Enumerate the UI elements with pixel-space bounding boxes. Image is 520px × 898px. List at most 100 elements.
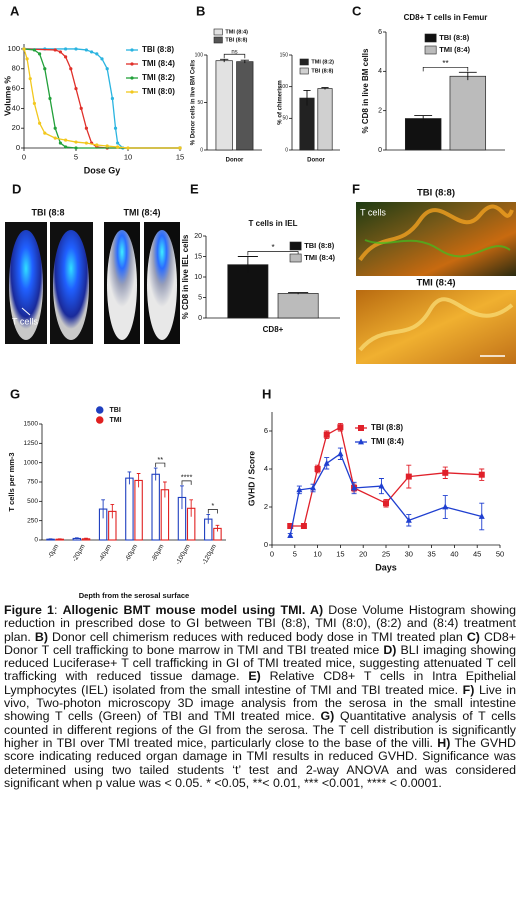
image-annotation: T cells [12,316,38,326]
x-tick-label: -0µm [47,543,61,559]
marker [126,146,130,150]
y-tick-label: 0 [16,143,20,152]
marker [95,143,99,147]
marker [28,77,32,81]
x-tick-label: 35 [427,549,435,558]
x-tick-label: 15 [336,549,344,558]
legend-label: TMI (8:4) [371,437,404,446]
significance-label: * [271,243,274,252]
series-line [289,452,482,536]
legend-label: TMI (8:2) [311,59,334,65]
caption-text: Allogenic BMT mouse model using TMI. [62,603,306,617]
error-bar [136,473,141,488]
mouse [9,230,43,340]
x-tick-label: 15 [176,152,184,161]
caption-text: Figure 1 [4,603,54,617]
y-tick-label: 750 [27,479,38,486]
legend-label: TMI (8:4) [439,45,470,54]
panel-label: B [196,3,205,18]
marker [74,146,78,150]
y-tick-label: 0 [378,147,382,154]
image-label: TMI (8:4) [416,278,455,289]
significance-bracket [155,462,166,468]
bar [227,264,269,319]
marker [25,57,29,61]
caption-text: BLI imaging showing reduced Luciferase+ … [4,642,516,684]
significance-label: ns [231,49,237,55]
marker [74,86,78,91]
marker [116,141,120,145]
marker [64,55,68,59]
caption-text: Relative CD8+ T cells in Intra Epithelia… [4,669,517,697]
marker [478,471,485,478]
x-axis-label: Depth from the serosal surface [79,591,189,600]
y-axis-label: T cells per mm-3 [7,452,16,511]
marker [43,131,47,135]
image-label: TBI (8:8) [417,188,455,199]
error-bar [189,499,194,517]
marker [358,438,364,445]
marker [64,145,68,149]
marker [105,144,109,148]
marker [105,67,109,71]
y-axis-label: Volume % [2,76,12,116]
x-tick-label: -100µm [175,543,192,566]
panel-label: C [352,3,362,18]
y-tick-label: 1500 [24,421,39,428]
image-label: TBI (8:8 [31,207,64,217]
panel-label: E [190,181,199,196]
marker [95,52,99,56]
marker [58,50,63,54]
y-tick-label: 500 [27,498,38,505]
y-tick-label: 6 [378,29,382,36]
caption-text: Donor cell chimerism reduces with reduce… [48,629,463,644]
error-bar [414,115,433,122]
marker [79,106,83,110]
caption-text: D) [379,642,397,657]
significance-label: **** [181,473,193,482]
legend-label: TBI (8:8) [142,45,174,54]
x-axis-label: Dose Gy [84,165,121,175]
figure-caption: Figure 1: Allogenic BMT mouse model usin… [4,603,517,790]
y-tick-label: 15 [194,253,202,260]
y-tick-label: 80 [12,64,20,73]
marker [310,484,317,491]
marker [43,67,47,71]
caption-text: CD8+ Donor T cell trafficking to bone ma… [4,629,516,657]
panel-label: G [10,386,20,401]
legend-swatch [96,406,104,414]
error-bar [237,256,258,273]
x-tick-label: CD8+ [263,325,284,334]
mouse [53,230,89,340]
photo [356,202,516,276]
marker [323,431,330,438]
legend-label: TBI [110,407,121,414]
y-tick-label: 250 [27,517,38,524]
y-tick-label: 2 [264,502,268,511]
legend-swatch [96,416,104,424]
image-label: TMI (8:4) [124,207,161,217]
error-bar [206,514,211,524]
caption-text: G) [314,709,335,724]
error-bar [240,59,249,64]
x-tick-label: 10 [124,152,132,161]
caption-text: E) [239,669,261,684]
marker [74,140,78,144]
marker [53,48,57,52]
legend-swatch [289,241,302,251]
legend-label: TBI (8:8) [371,423,403,432]
marker [478,512,485,519]
marker [130,90,134,94]
caption-text: A) [305,603,324,617]
marker [64,138,68,142]
legend-swatch [424,45,437,55]
y-tick-label: 100 [7,44,20,53]
caption-text: H) [432,735,451,750]
legend-swatch [299,58,309,66]
error-bar [220,58,229,63]
x-tick-label: 20 [359,549,367,558]
legend-label: TBI (8:8) [311,68,333,74]
marker [32,101,37,106]
marker [22,47,26,51]
bar [404,118,442,151]
